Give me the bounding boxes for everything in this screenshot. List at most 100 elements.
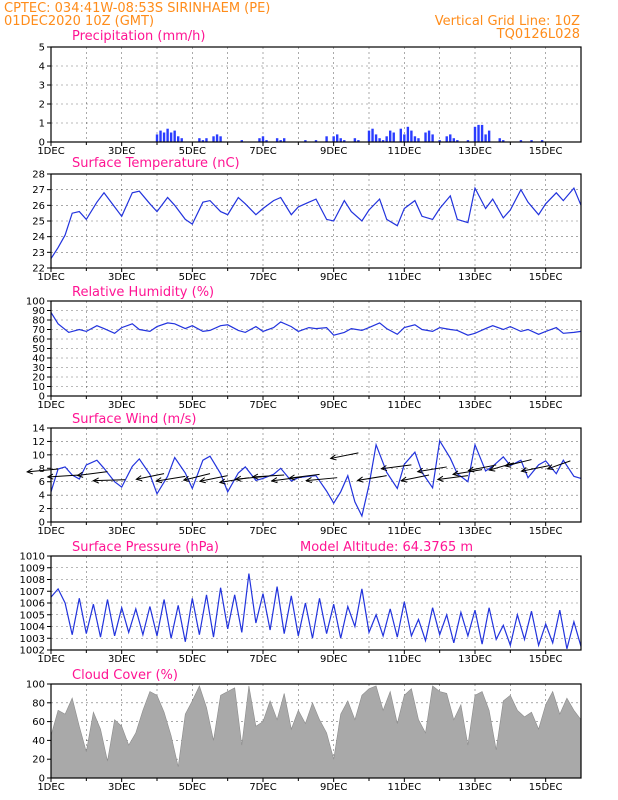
- precip-bar: [473, 126, 477, 142]
- wind-ytick-label: 0: [39, 518, 45, 529]
- wind-arrow-head: [380, 465, 388, 472]
- header-station: CPTEC: 034:41W-08:53S SIRINHAEM (PE): [4, 1, 270, 16]
- precip-bar: [502, 140, 505, 142]
- temp-xtick-label: 3DEC: [108, 272, 135, 283]
- precip-bar: [275, 138, 279, 142]
- pressure-ytick-label: 1008: [20, 575, 45, 586]
- pressure-xtick-label: 1DEC: [37, 654, 64, 665]
- precip-bar: [449, 134, 452, 142]
- wind-arrow: [199, 475, 228, 482]
- precip-frame: [50, 46, 582, 143]
- wind-arrow: [252, 474, 285, 478]
- precip-bar: [399, 128, 402, 142]
- cloud-xtick-label: 5DEC: [179, 782, 206, 793]
- precip-xtick-label: 11DEC: [387, 146, 421, 157]
- wind-arrow-head: [436, 475, 444, 482]
- wind-series-line: [50, 439, 582, 518]
- cloud-cover-area: [50, 685, 582, 779]
- rh-xtick-label: 15DEC: [529, 400, 563, 411]
- precip-bar: [378, 138, 381, 142]
- temp-panel: 22 23 24 25 26 27 28 1DEC 3DEC 5DEC 7DEC 9DEC 11DEC 1…: [32, 170, 582, 283]
- precip-bar: [215, 134, 219, 142]
- precip-bar: [530, 140, 533, 142]
- precip-bar: [371, 128, 374, 142]
- precip-bar: [205, 138, 208, 142]
- cloud-xtick-label: 7DEC: [249, 782, 276, 793]
- wind-arrow: [521, 465, 550, 472]
- pressure-title: Surface Pressure (hPa): [72, 540, 219, 555]
- precip-bar: [445, 136, 448, 142]
- precip-bar: [456, 140, 459, 142]
- precip-bar: [487, 130, 491, 142]
- rh-xtick-label: 1DEC: [37, 400, 64, 411]
- temp-xtick-label: 11DEC: [387, 272, 421, 283]
- wind-panel: 0 2 4 6 8 10 12 14 1DEC 3DEC 5DEC 7DEC 9DEC 11DEC 13DE…: [26, 424, 582, 537]
- wind-arrow: [547, 460, 571, 470]
- precip-xtick-label: 15DEC: [529, 146, 563, 157]
- cloud-ytick-label: 20: [32, 755, 45, 766]
- precip-bar: [169, 132, 173, 142]
- rh-series-line: [50, 312, 582, 336]
- pressure-frame: [50, 555, 582, 651]
- rh-ytick-label: 40: [32, 354, 45, 365]
- wind-arrow-head: [76, 471, 84, 478]
- rh-ytick-label: 100: [26, 297, 45, 308]
- header-model-code: TQ0126L028: [496, 27, 580, 42]
- precip-bar: [403, 134, 406, 142]
- rh-ytick-label: 0: [39, 392, 45, 403]
- rh-ytick-label: 20: [32, 373, 45, 384]
- wind-arrow: [47, 474, 80, 478]
- precip-bar: [385, 136, 388, 142]
- precip-bar: [159, 130, 162, 142]
- rh-xtick-label: 7DEC: [249, 400, 276, 411]
- temp-ytick-label: 23: [32, 248, 45, 259]
- wind-arrow: [183, 473, 211, 481]
- wind-arrow: [505, 459, 532, 467]
- wind-arrow-head: [504, 461, 512, 468]
- wind-title: Surface Wind (m/s): [72, 412, 196, 427]
- cloud-xtick-label: 3DEC: [108, 782, 135, 793]
- rh-ytick-label: 60: [32, 335, 45, 346]
- temp-frame: [50, 173, 582, 269]
- wind-arrow-head: [416, 467, 424, 474]
- cloud-ytick-label: 40: [32, 736, 45, 747]
- wind-ytick-label: 8: [39, 464, 45, 475]
- rh-xtick-label: 3DEC: [108, 400, 135, 411]
- precip-bar: [261, 136, 265, 142]
- precip-xtick-label: 1DEC: [37, 146, 64, 157]
- precip-bar: [279, 140, 282, 142]
- precip-ytick-label: 5: [39, 43, 45, 54]
- wind-arrow: [417, 466, 447, 473]
- wind-arrow: [381, 464, 412, 470]
- precip-bar: [374, 134, 378, 142]
- header-grid-line: Vertical Grid Line: 10Z: [435, 14, 580, 29]
- wind-arrow: [136, 473, 165, 480]
- precip-ytick-label: 0: [39, 138, 45, 149]
- wind-arrow-head: [218, 478, 226, 485]
- cloud-xtick-label: 11DEC: [387, 782, 421, 793]
- wind-arrow: [401, 474, 430, 482]
- precip-xtick-label: 7DEC: [249, 146, 276, 157]
- wind-xtick-label: 15DEC: [529, 526, 563, 537]
- precip-ytick-label: 1: [39, 119, 45, 130]
- rh-ytick-label: 30: [32, 363, 45, 374]
- precip-bar: [417, 138, 420, 142]
- precip-bar: [410, 130, 413, 142]
- precip-bar: [304, 140, 307, 142]
- temp-xtick-label: 7DEC: [249, 272, 276, 283]
- wind-arrow-head: [329, 454, 337, 461]
- cloud-xtick-label: 9DEC: [320, 782, 347, 793]
- precip-bar: [392, 132, 395, 142]
- header-init-time: 01DEC2020 10Z (GMT): [4, 14, 154, 29]
- wind-arrow: [489, 462, 515, 471]
- wind-ytick-label: 6: [39, 477, 45, 488]
- wind-arrow-head: [270, 477, 278, 484]
- precip-bar: [477, 124, 480, 142]
- temp-title: Surface Temperature (nC): [72, 156, 240, 171]
- pressure-ytick-label: 1009: [20, 563, 45, 574]
- pressure-ytick-label: 1002: [20, 646, 45, 657]
- precip-ytick-label: 2: [39, 100, 45, 111]
- wind-arrow-head: [488, 465, 496, 472]
- wind-xtick-label: 9DEC: [320, 526, 347, 537]
